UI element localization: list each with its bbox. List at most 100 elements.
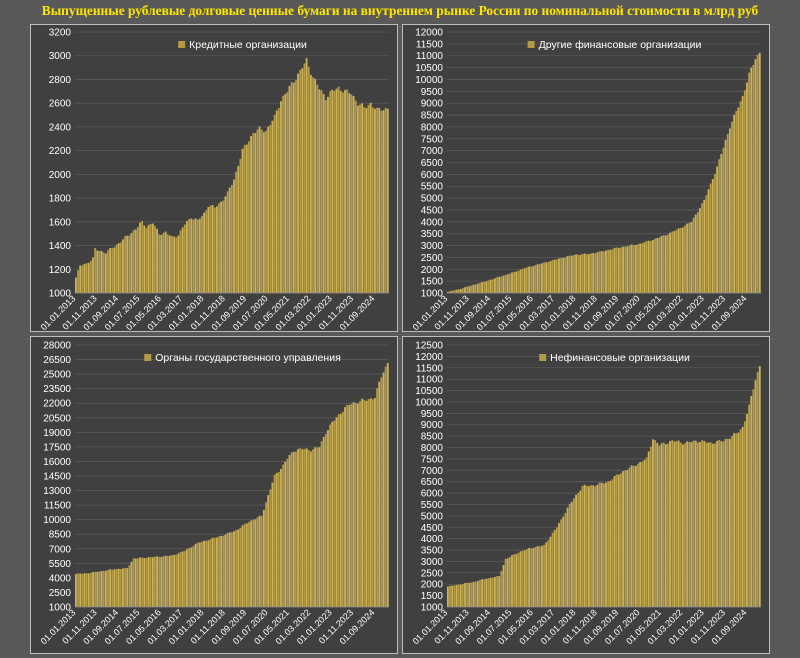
bar (611, 479, 614, 607)
bar (198, 542, 201, 607)
bar (141, 557, 144, 607)
bar (652, 239, 654, 293)
bar (230, 184, 233, 293)
bar (207, 206, 210, 293)
bar (104, 253, 107, 293)
bar (703, 199, 706, 293)
bar (447, 586, 449, 607)
bar (523, 550, 526, 607)
bar (711, 179, 714, 293)
bar (758, 366, 761, 607)
bar (378, 107, 381, 293)
bar (558, 523, 560, 607)
bar (209, 205, 212, 293)
bar (344, 89, 346, 293)
bar (707, 189, 710, 293)
bar (472, 284, 475, 293)
bar (241, 525, 244, 607)
bar (329, 91, 332, 294)
bar (709, 442, 712, 607)
bar (686, 223, 689, 293)
bar (374, 398, 376, 607)
bar (243, 523, 246, 607)
bar (166, 555, 169, 607)
bar (198, 218, 201, 293)
y-tick-label: 10000 (43, 515, 71, 526)
bar (173, 554, 176, 607)
bar (656, 238, 659, 293)
bar (228, 532, 231, 607)
bar (641, 243, 644, 293)
y-tick-label: 8500 (421, 432, 444, 443)
bar (269, 489, 272, 607)
bar (248, 141, 250, 293)
bar (224, 534, 227, 607)
bar (451, 585, 454, 607)
bar (156, 228, 159, 293)
bar (292, 451, 295, 607)
bar (726, 438, 729, 607)
bar (581, 254, 584, 293)
bar (369, 102, 372, 293)
bar (344, 407, 346, 607)
bar (513, 554, 516, 607)
bar (359, 104, 361, 293)
bar (620, 247, 622, 293)
bar (654, 440, 657, 607)
bar (309, 74, 312, 293)
bar (215, 537, 218, 607)
bar (190, 547, 193, 607)
y-tick-label: 10000 (415, 397, 443, 408)
bar (613, 476, 616, 607)
bar (464, 287, 466, 293)
bar (107, 569, 109, 607)
bar (673, 231, 676, 293)
bar (288, 455, 291, 607)
bar (128, 235, 131, 293)
bar (709, 183, 712, 293)
bar (196, 219, 199, 293)
bar (645, 457, 648, 607)
bar (705, 442, 708, 607)
bar (570, 255, 573, 293)
bar (523, 268, 526, 293)
bar (605, 250, 607, 293)
bar (117, 243, 120, 293)
y-tick-label: 2000 (421, 580, 444, 591)
y-tick-label: 7500 (421, 454, 444, 465)
bar (622, 246, 624, 293)
bar (292, 82, 295, 293)
bar (718, 439, 721, 607)
bar (724, 439, 727, 607)
bar (455, 289, 458, 293)
legend-swatch (539, 354, 547, 361)
bar (141, 220, 144, 293)
y-tick-label: 1000 (49, 289, 72, 300)
bar (739, 429, 742, 607)
bar (600, 482, 603, 607)
y-tick-label: 11000 (416, 375, 444, 386)
bar (632, 244, 635, 293)
bar (134, 229, 137, 293)
bar (587, 486, 590, 607)
bar (739, 101, 742, 293)
bar (639, 243, 642, 293)
bar (226, 532, 229, 607)
chart-credit: 1000 1200 1400 1600 1800 2000 2200 2400 2600 2800… (39, 28, 389, 331)
bar (117, 568, 120, 607)
y-tick-label: 5500 (421, 182, 444, 193)
y-tick-label: 4000 (421, 217, 444, 228)
bar (203, 212, 205, 293)
bar (579, 254, 582, 293)
bar (718, 159, 721, 293)
bar (92, 572, 94, 607)
bar (320, 441, 323, 607)
bar (564, 512, 567, 607)
bar (671, 439, 674, 607)
bar (280, 468, 282, 607)
bar (489, 279, 492, 293)
y-tick-label: 1500 (421, 591, 444, 602)
bar (649, 446, 652, 607)
bar (374, 108, 376, 294)
bar (449, 585, 451, 607)
